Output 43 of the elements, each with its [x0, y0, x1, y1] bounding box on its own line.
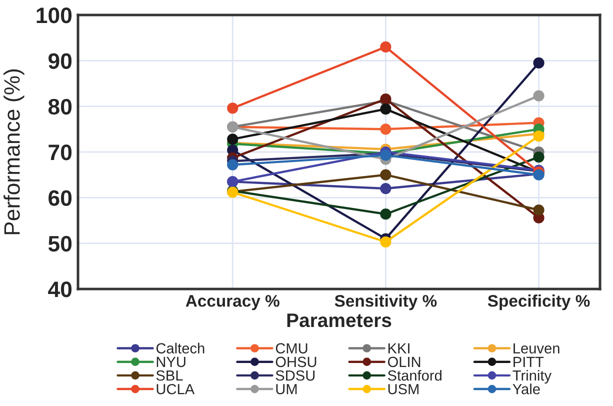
legend-label: SBL	[156, 370, 183, 381]
legend-label: KKI	[388, 343, 410, 354]
y-tick-label: 60	[48, 190, 72, 206]
legend-label: UM	[276, 384, 297, 394]
x-tick-label: Specificity %	[488, 294, 590, 310]
y-tick-label: 80	[48, 98, 72, 115]
legend-label: Yale	[512, 384, 540, 394]
x-tick-label: Sensitivity %	[334, 294, 437, 310]
point	[533, 57, 544, 69]
point	[533, 151, 544, 163]
x-axis-title: Parameters	[287, 314, 392, 328]
x-tick-label: Accuracy %	[186, 295, 280, 310]
point	[227, 159, 238, 170]
y-tick-label: 50	[48, 236, 72, 252]
legend-label: SDSU	[276, 370, 315, 381]
point	[533, 130, 544, 142]
legend-label: OHSU	[276, 356, 316, 368]
legend-label: CMU	[276, 343, 308, 354]
point	[533, 204, 544, 216]
y-tick-label: 90	[48, 53, 72, 69]
legend-label: PITT	[514, 356, 544, 367]
legend-label: Caltech	[156, 342, 204, 354]
legend-label: NYU	[156, 356, 186, 368]
point	[227, 102, 238, 114]
point	[380, 208, 392, 220]
point	[380, 182, 392, 194]
legend-label: Stanford	[388, 370, 442, 381]
point	[533, 90, 544, 102]
y-axis-title: Performance (%)	[4, 69, 24, 234]
point	[380, 236, 392, 248]
y-tick-label: 70	[48, 144, 72, 160]
y-tick-label: 40	[48, 282, 72, 298]
point	[380, 104, 392, 115]
legend-label: USM	[388, 384, 418, 394]
legend-label: Leuven	[514, 343, 560, 354]
point	[380, 41, 392, 53]
legend-label: UCLA	[156, 384, 195, 394]
point	[380, 124, 392, 135]
legend-label: OLIN	[388, 356, 420, 368]
point	[227, 134, 238, 145]
y-tick-label: 100	[36, 8, 72, 24]
point	[380, 169, 392, 180]
legend-label: Trinity	[512, 370, 552, 384]
